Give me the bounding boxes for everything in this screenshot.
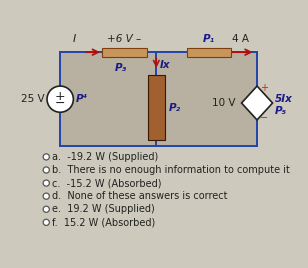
Text: I: I <box>72 35 76 44</box>
Bar <box>148 75 165 140</box>
Text: 5Ix: 5Ix <box>275 94 293 104</box>
Text: d.  None of these answers is correct: d. None of these answers is correct <box>52 191 228 201</box>
Bar <box>102 47 147 57</box>
Text: −: − <box>55 96 66 110</box>
Text: +: + <box>55 90 66 103</box>
Text: f.  15.2 W (Absorbed): f. 15.2 W (Absorbed) <box>52 217 156 227</box>
Bar <box>60 52 257 146</box>
Text: +: + <box>260 83 268 93</box>
Text: P₂: P₂ <box>169 103 181 113</box>
Circle shape <box>43 154 49 160</box>
Text: 10 V: 10 V <box>212 98 236 108</box>
Text: P⁴: P⁴ <box>76 94 88 104</box>
Text: a.  -19.2 W (Supplied): a. -19.2 W (Supplied) <box>52 152 159 162</box>
Text: P₅: P₅ <box>275 106 287 116</box>
Circle shape <box>43 206 49 212</box>
Circle shape <box>43 219 49 225</box>
Text: b.  There is no enough information to compute it: b. There is no enough information to com… <box>52 165 290 175</box>
Text: e.  19.2 W (Supplied): e. 19.2 W (Supplied) <box>52 204 155 214</box>
Text: −: − <box>260 113 268 123</box>
Text: +6 V –: +6 V – <box>107 35 142 44</box>
Circle shape <box>43 180 49 186</box>
Circle shape <box>43 193 49 199</box>
Circle shape <box>47 86 73 112</box>
Text: 25 V: 25 V <box>21 94 45 104</box>
Text: P₁: P₁ <box>203 35 215 44</box>
Bar <box>187 47 231 57</box>
Text: c.  -15.2 W (Absorbed): c. -15.2 W (Absorbed) <box>52 178 162 188</box>
Circle shape <box>43 167 49 173</box>
Text: 4 A: 4 A <box>232 35 249 44</box>
Text: Ix: Ix <box>160 59 170 69</box>
Text: P₃: P₃ <box>115 63 127 73</box>
Polygon shape <box>241 86 273 120</box>
